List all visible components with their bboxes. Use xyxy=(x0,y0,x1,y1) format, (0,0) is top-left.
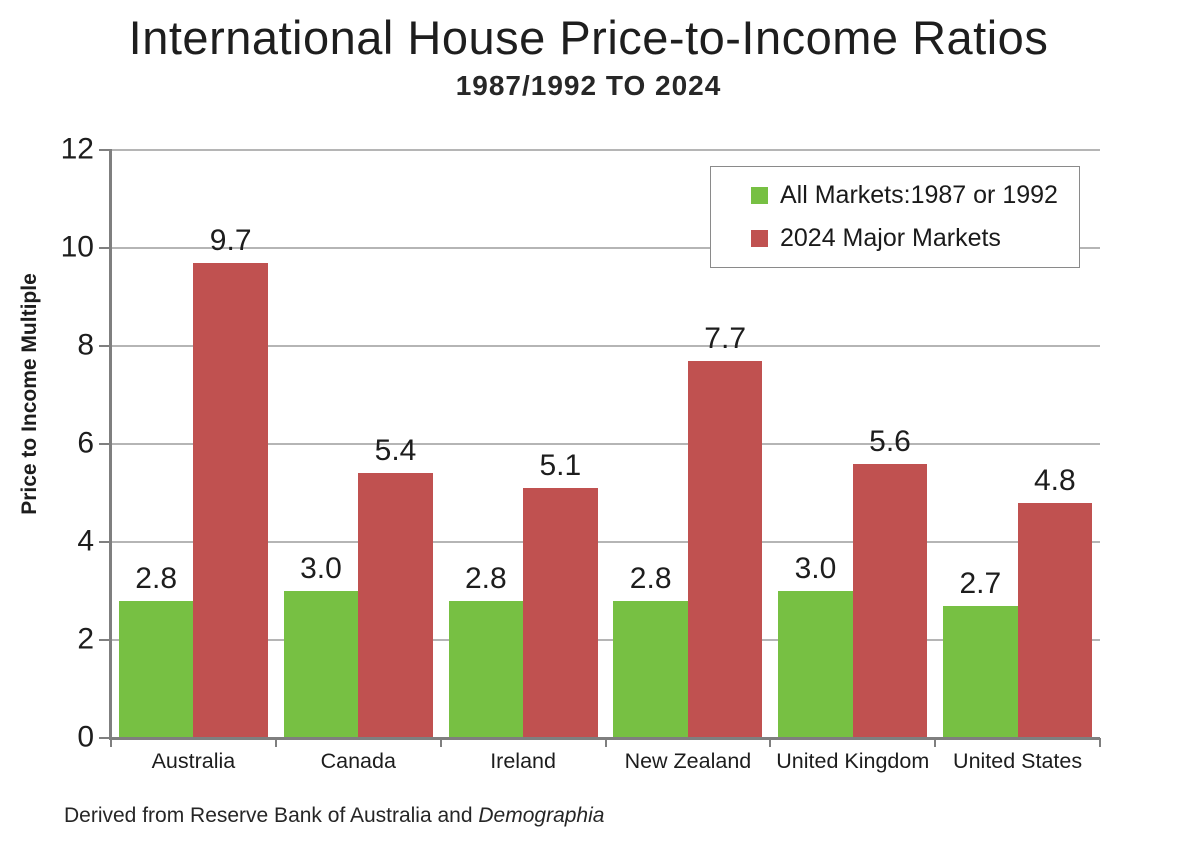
legend-item-all-markets: All Markets:1987 or 1992 xyxy=(751,181,1079,210)
category-label-australia: Australia xyxy=(151,749,236,773)
bar-value-label: 2.8 xyxy=(464,561,507,595)
category-label-canada: Canada xyxy=(320,749,396,773)
x-tick-2 xyxy=(439,738,442,747)
y-tick-label-12: 12 xyxy=(60,132,94,166)
bar-red-united-states xyxy=(1017,502,1093,738)
bar-green-united-kingdom xyxy=(778,591,853,738)
y-tick-12 xyxy=(99,149,110,151)
bar-value-label: 3.0 xyxy=(794,552,837,585)
y-tick-8 xyxy=(99,345,110,347)
legend: All Markets:1987 or 1992 2024 Major Mark… xyxy=(710,166,1080,268)
bar-red-united-kingdom xyxy=(852,463,928,738)
y-tick-6 xyxy=(99,443,110,445)
y-tick-4 xyxy=(99,541,110,543)
bar-chart-plot-area: 0 2 4 6 8 10 12 2.8 9.7 Australia 3.0 5.4 Canada 2.8 5… xyxy=(61,132,1101,773)
bar-value-label: 2.8 xyxy=(629,561,672,595)
y-tick-label-0: 0 xyxy=(77,720,94,754)
category-label-united-kingdom: United Kingdom xyxy=(776,749,930,773)
y-axis-title: Price to Income Multiple xyxy=(18,273,41,515)
bar-value-label: 5.4 xyxy=(374,434,417,468)
y-tick-label-10: 10 xyxy=(60,230,94,264)
x-tick-0 xyxy=(110,738,112,747)
bar-value-label: 2.7 xyxy=(959,566,1002,600)
bar-green-united-states xyxy=(943,605,1018,738)
bar-value-label: 7.7 xyxy=(704,321,747,355)
y-tick-label-8: 8 xyxy=(77,328,94,362)
x-tick-5 xyxy=(934,738,937,747)
gridline-y-10 xyxy=(111,247,1100,249)
legend-label-2024: 2024 Major Markets xyxy=(780,224,1001,252)
legend-swatch-green-icon xyxy=(751,187,768,204)
bar-value-label: 3.0 xyxy=(300,552,342,585)
y-tick-label-2: 2 xyxy=(77,622,94,656)
bar-green-ireland xyxy=(448,600,524,738)
bar-green-australia xyxy=(118,600,194,738)
category-label-united-states: United States xyxy=(953,749,1083,773)
bar-value-label: 2.8 xyxy=(135,561,178,595)
source-note-text: Derived from Reserve Bank of Australia a… xyxy=(64,804,479,827)
bar-red-ireland xyxy=(523,488,598,738)
bar-red-canada xyxy=(358,473,433,738)
x-tick-6 xyxy=(1099,738,1101,747)
legend-item-2024: 2024 Major Markets xyxy=(751,224,1079,253)
bar-red-australia xyxy=(193,262,268,738)
y-tick-label-6: 6 xyxy=(77,426,94,460)
x-tick-3 xyxy=(604,738,607,747)
gridline-y-2 xyxy=(111,639,1100,641)
y-tick-0 xyxy=(99,737,110,739)
y-axis-line xyxy=(109,149,112,739)
legend-label-all-markets: All Markets:1987 or 1992 xyxy=(780,181,1058,209)
legend-swatch-red-icon xyxy=(751,230,768,247)
chart-subtitle: 1987/1992 TO 2024 xyxy=(455,70,722,101)
category-label-ireland: Ireland xyxy=(490,749,556,773)
bar-value-label: 9.7 xyxy=(209,223,252,257)
y-tick-10 xyxy=(99,247,110,249)
x-tick-4 xyxy=(769,738,772,747)
bar-value-label: 5.1 xyxy=(539,449,582,483)
gridline-y-8 xyxy=(111,345,1100,347)
y-tick-2 xyxy=(99,639,110,641)
gridline-y-4 xyxy=(111,541,1100,543)
bar-value-label: 5.6 xyxy=(869,424,911,458)
bar-red-new-zealand xyxy=(687,360,763,738)
bar-green-new-zealand xyxy=(613,600,688,738)
bar-green-canada xyxy=(283,591,359,738)
source-note: Derived from Reserve Bank of Australia a… xyxy=(64,804,604,828)
gridline-y-12 xyxy=(111,149,1100,151)
bar-value-label: 4.8 xyxy=(1033,463,1076,497)
source-note-source: Demographia xyxy=(478,804,605,827)
gridline-y-6 xyxy=(111,443,1100,445)
chart-title: International House Price-to-Income Rati… xyxy=(128,11,1049,64)
y-tick-label-4: 4 xyxy=(77,524,94,558)
category-label-new-zealand: New Zealand xyxy=(624,749,752,773)
x-tick-1 xyxy=(274,738,277,747)
